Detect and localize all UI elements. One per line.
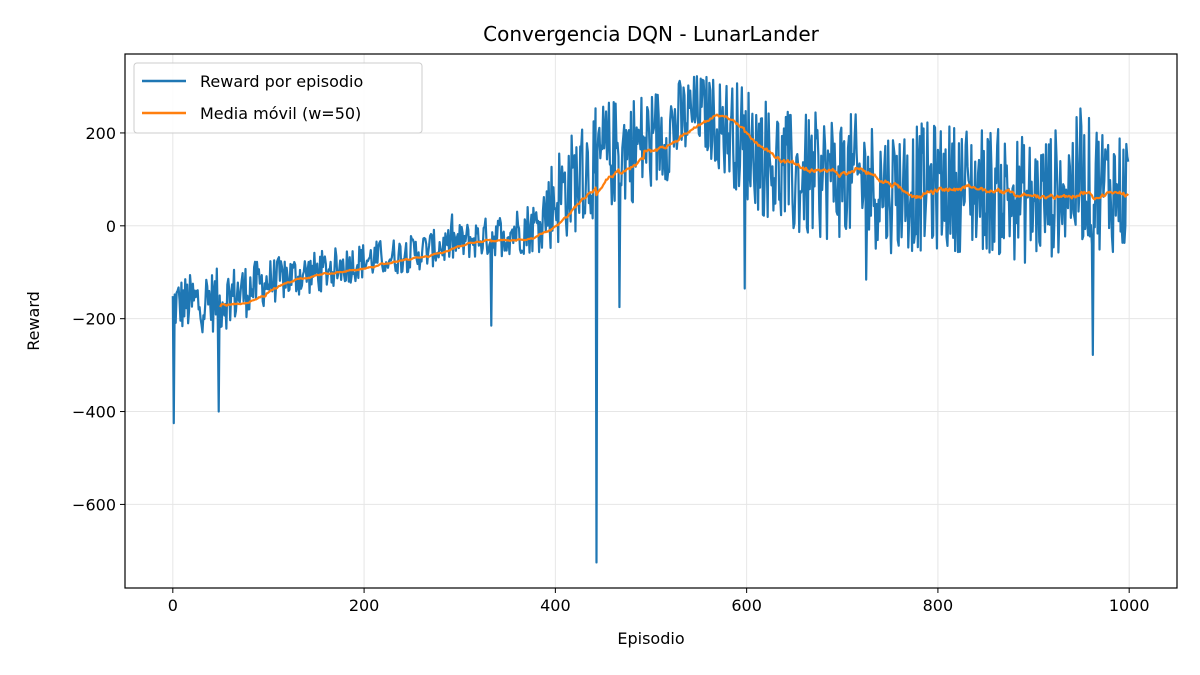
series-line-moving-average <box>219 113 1130 308</box>
y-tick-label: 200 <box>85 124 116 143</box>
y-tick-label: −200 <box>72 310 116 329</box>
legend-label-moving-average: Media móvil (w=50) <box>200 104 361 123</box>
y-tick-label: 0 <box>106 217 116 236</box>
plot-area <box>171 75 1130 564</box>
series-line-raw <box>171 75 1130 564</box>
y-axis: −600 −400 −200 0 200 <box>72 124 125 514</box>
x-tick-label: 400 <box>540 596 571 615</box>
x-tick-label: 800 <box>923 596 954 615</box>
legend-label-raw: Reward por episodio <box>200 72 363 91</box>
x-axis-title: Episodio <box>617 629 684 648</box>
y-tick-label: −600 <box>72 495 116 514</box>
legend: Reward por episodio Media móvil (w=50) <box>133 62 423 134</box>
legend-box <box>133 62 423 134</box>
plot-frame <box>124 53 1178 589</box>
chart-title: Convergencia DQN - LunarLander <box>483 22 819 46</box>
x-tick-label: 0 <box>168 596 178 615</box>
x-tick-label: 1000 <box>1109 596 1150 615</box>
x-tick-label: 200 <box>349 596 380 615</box>
y-axis-title: Reward <box>24 291 43 351</box>
x-axis: 0 200 400 600 800 1000 <box>168 588 1150 615</box>
y-tick-label: −400 <box>72 403 116 422</box>
x-tick-label: 600 <box>731 596 762 615</box>
